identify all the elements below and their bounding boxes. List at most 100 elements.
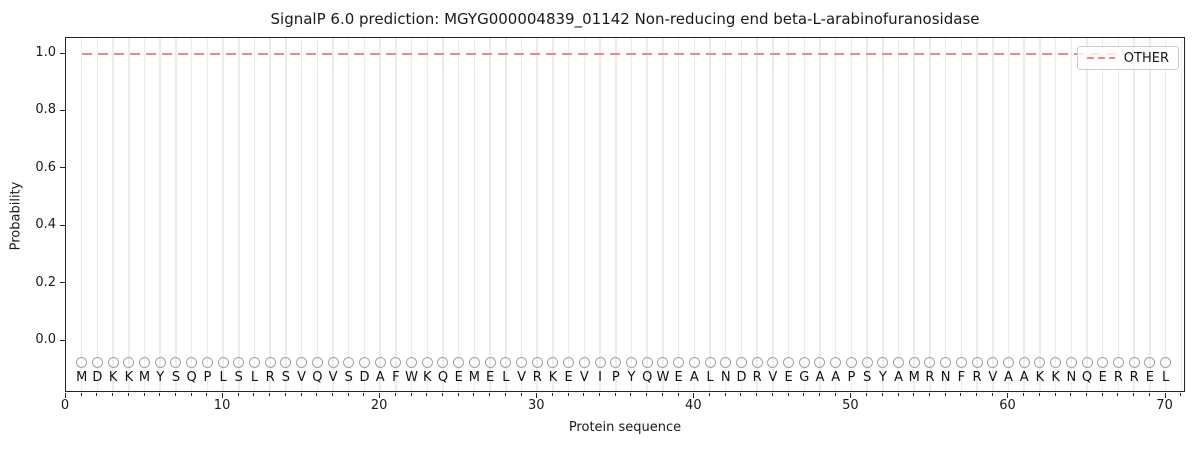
gridline [222,38,224,391]
x-minor-tick [913,393,915,396]
x-minor-tick [1054,393,1056,396]
gridline [772,38,774,391]
gridline [332,38,334,391]
residue-letter: Q [312,369,323,385]
gridline [238,38,240,391]
gridline [457,38,460,391]
x-minor-tick [818,393,820,396]
gridline [709,38,711,391]
x-minor-tick [1180,393,1182,396]
gridline [489,38,491,391]
residue-marker [830,357,842,369]
residue-marker [688,357,700,369]
x-minor-tick [347,393,349,396]
gridline [363,38,366,391]
x-tick [850,393,852,398]
residue-letter: A [831,369,841,385]
gridline [316,38,319,391]
gridline [944,38,947,391]
gridline [897,38,900,391]
x-minor-tick [174,393,176,396]
x-minor-tick [112,393,114,396]
residue-marker [1050,357,1062,369]
residue-marker [233,357,245,369]
residue-letter: Y [627,369,636,385]
x-minor-tick [1038,393,1040,396]
y-tick [60,167,65,169]
x-minor-tick [426,393,428,396]
residue-letter: K [124,369,134,385]
residue-letter: D [736,369,747,385]
residue-letter: R [1129,369,1139,385]
residue-marker [924,357,936,369]
x-minor-tick [489,393,491,396]
residue-marker [516,357,528,369]
y-tick-label: 0.6 [35,159,56,175]
x-minor-tick [206,393,208,396]
residue-marker [154,357,166,369]
y-tick [60,109,65,111]
x-minor-tick [960,393,962,396]
x-minor-tick [834,393,836,396]
residue-letter: A [375,369,385,385]
x-minor-tick [410,393,412,396]
residue-marker [783,357,795,369]
x-tick-label: 20 [370,398,388,413]
residue-marker [720,357,732,369]
y-tick [60,339,65,341]
residue-letter: R [1113,369,1123,385]
x-minor-tick [284,393,286,396]
gridline [1086,38,1088,391]
residue-letter: R [532,369,542,385]
residue-marker [76,357,88,369]
residue-letter: L [706,369,714,385]
x-tick [222,393,224,398]
gridline [960,38,963,391]
x-minor-tick [881,393,883,396]
residue-letter: L [219,369,227,385]
residue-letter: P [611,369,620,385]
y-tick-label: 0.8 [35,102,56,118]
legend: OTHER [1076,46,1179,70]
residue-marker [531,357,543,369]
residue-marker [500,357,512,369]
residue-marker [641,357,653,369]
residue-marker [1160,357,1172,369]
x-axis-label: Protein sequence [568,420,682,435]
x-minor-tick [677,393,679,396]
gridline [505,38,507,391]
gridline [646,38,648,391]
x-minor-tick [1148,393,1150,396]
residue-letter: K [548,369,558,385]
x-minor-tick [661,393,663,396]
residue-letter: R [925,369,935,385]
x-tick [379,393,381,398]
x-minor-tick [646,393,648,396]
gridline [1054,38,1057,391]
x-tick [1164,393,1166,398]
gridline [1180,38,1183,391]
x-minor-tick [991,393,993,396]
gridline [520,38,523,391]
residue-marker [735,357,747,369]
residue-marker [91,357,103,369]
residue-letter: S [281,369,291,385]
residue-letter: N [940,369,951,385]
residue-marker-layer [66,38,1184,391]
x-minor-tick [787,393,789,396]
gridline [253,38,256,391]
gridline [159,38,161,391]
gridline [567,38,570,391]
gridline [1007,38,1010,391]
gridline [882,38,884,391]
y-tick [60,52,65,54]
gridline [756,38,758,391]
residue-letter: N [1066,369,1077,385]
residue-letter: E [454,369,463,385]
residue-letter: A [894,369,903,385]
x-minor-tick [771,393,773,396]
residue-marker [814,357,826,369]
residue-letter: L [250,369,259,385]
residue-letter: A [1019,369,1029,385]
gridline [112,38,114,391]
